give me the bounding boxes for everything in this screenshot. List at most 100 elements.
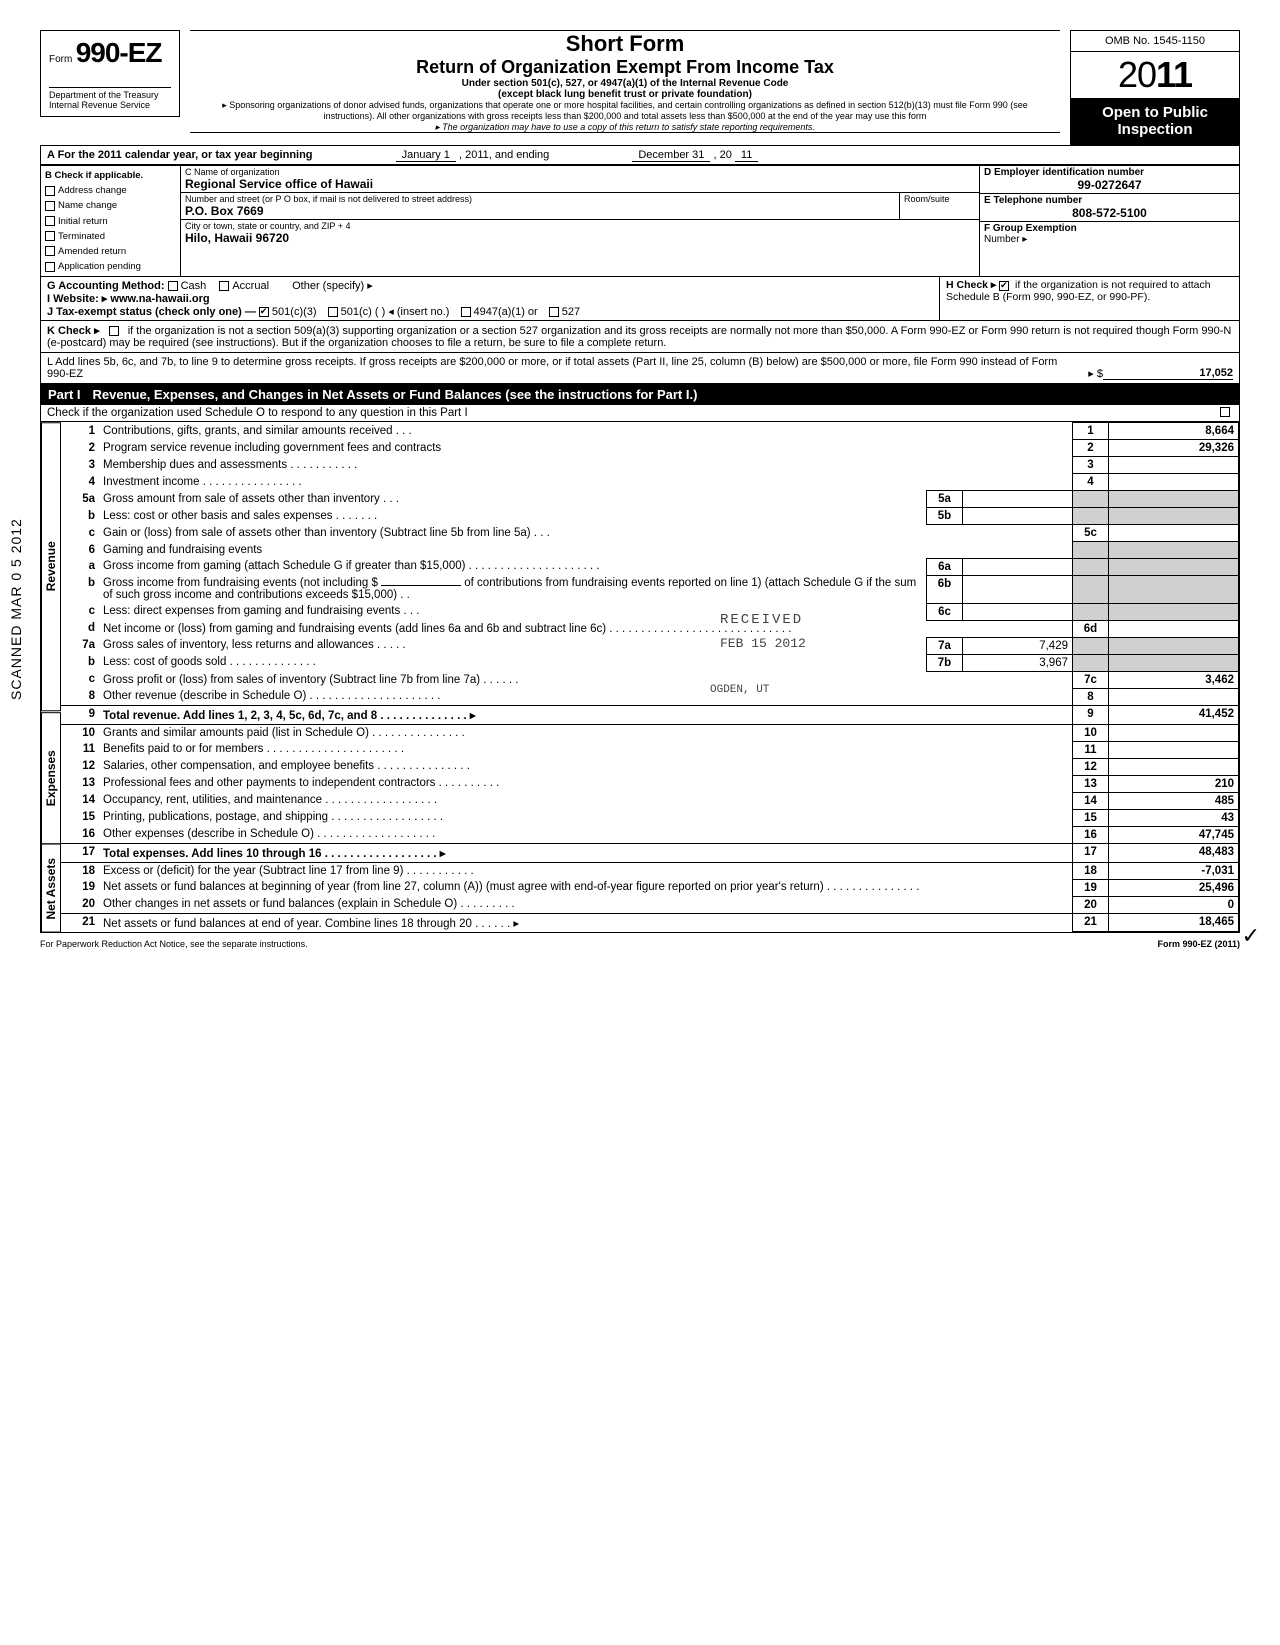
checkbox-527[interactable] <box>549 307 559 317</box>
ln11-val <box>1109 741 1239 758</box>
ln17-num: 17 <box>61 843 99 862</box>
ln19-desc: Net assets or fund balances at beginning… <box>99 879 1073 896</box>
ln6a-num: a <box>61 558 99 575</box>
ln7a-il: 7a <box>927 637 963 654</box>
checkbox-cash[interactable] <box>168 281 178 291</box>
ln16-num: 16 <box>61 826 99 843</box>
year-bold: 11 <box>1156 54 1192 95</box>
ln7b-shade-v <box>1109 654 1239 671</box>
ln1-desc: Contributions, gifts, grants, and simila… <box>99 423 1073 440</box>
ln12-lbl: 12 <box>1073 758 1109 775</box>
checkbox-4947[interactable] <box>461 307 471 317</box>
line-j-label: J Tax-exempt status (check only one) — <box>47 306 256 318</box>
part1-sub: Check if the organization used Schedule … <box>40 405 1240 422</box>
checkbox-501c3[interactable] <box>259 307 269 317</box>
label-name-change: Name change <box>58 200 117 211</box>
label-4947: 4947(a)(1) or <box>474 306 538 318</box>
open-to-public: Open to Public Inspection <box>1071 98 1239 144</box>
ln5b-shade-v <box>1109 508 1239 525</box>
title-box: Short Form Return of Organization Exempt… <box>190 30 1060 133</box>
ln6-num: 6 <box>61 542 99 559</box>
title-para2: ▸ The organization may have to use a cop… <box>198 122 1052 133</box>
label-501c3: 501(c)(3) <box>272 306 317 318</box>
line-a-mid: , 2011, and ending <box>459 149 549 161</box>
ln14-lbl: 14 <box>1073 792 1109 809</box>
label-terminated: Terminated <box>58 231 105 242</box>
footer-note: For Paperwork Reduction Act Notice, see … <box>40 939 1240 949</box>
ln8-lbl: 8 <box>1073 688 1109 705</box>
ln21-num: 21 <box>61 913 99 932</box>
part1-header: Part I Revenue, Expenses, and Changes in… <box>40 384 1240 405</box>
checkbox-schedule-o[interactable] <box>1220 407 1230 417</box>
d-label: D Employer identification number <box>984 167 1235 178</box>
ln6-shade-v <box>1109 542 1239 559</box>
col-b: B Check if applicable. Address change Na… <box>41 166 181 276</box>
checkbox-address-change[interactable] <box>45 186 55 196</box>
ln6a-shade <box>1073 558 1109 575</box>
ln6-shade <box>1073 542 1109 559</box>
ln6c-il: 6c <box>927 603 963 620</box>
ln16-lbl: 16 <box>1073 826 1109 843</box>
ln6d-val <box>1109 620 1239 637</box>
ln19-val: 25,496 <box>1109 879 1239 896</box>
ln5a-desc: Gross amount from sale of assets other t… <box>99 491 927 508</box>
ln20-desc: Other changes in net assets or fund bala… <box>99 896 1073 913</box>
ln18-desc: Excess or (deficit) for the year (Subtra… <box>99 862 1073 879</box>
ln6b-iv <box>963 575 1073 603</box>
phone: 808-572-5100 <box>984 206 1235 220</box>
addr-label: Number and street (or P O box, if mail i… <box>185 194 895 204</box>
ln5b-iv <box>963 508 1073 525</box>
line-h-pre: H Check ▸ <box>946 279 996 291</box>
label-address-change: Address change <box>58 185 127 196</box>
label-insert-no: ) ◂ (insert no.) <box>382 306 450 318</box>
part1-label: Part I <box>48 387 81 402</box>
ln2-desc: Program service revenue including govern… <box>99 440 1073 457</box>
title-except: (except black lung benefit trust or priv… <box>198 89 1052 100</box>
ln11-lbl: 11 <box>1073 741 1109 758</box>
checkbox-initial-return[interactable] <box>45 216 55 226</box>
ln6-desc: Gaming and fundraising events <box>99 542 1073 559</box>
line-a: A For the 2011 calendar year, or tax yea… <box>40 145 1240 164</box>
checkbox-terminated[interactable] <box>45 231 55 241</box>
ln12-num: 12 <box>61 758 99 775</box>
ln7a-iv: 7,429 <box>963 637 1073 654</box>
checkbox-501c[interactable] <box>328 307 338 317</box>
right-header: OMB No. 1545-1150 2011 Open to Public In… <box>1070 30 1240 145</box>
ln14-num: 14 <box>61 792 99 809</box>
checkbox-name-change[interactable] <box>45 201 55 211</box>
label-527: 527 <box>562 306 580 318</box>
ein: 99-0272647 <box>984 178 1235 192</box>
ln1-num: 1 <box>61 423 99 440</box>
ln3-desc: Membership dues and assessments . . . . … <box>99 457 1073 474</box>
lines-table: 1Contributions, gifts, grants, and simil… <box>61 422 1239 932</box>
ln13-val: 210 <box>1109 775 1239 792</box>
label-amended: Amended return <box>58 246 126 257</box>
ln5a-il: 5a <box>927 491 963 508</box>
ln17-lbl: 17 <box>1073 843 1109 862</box>
ln6c-iv <box>963 603 1073 620</box>
title-under: Under section 501(c), 527, or 4947(a)(1)… <box>198 78 1052 89</box>
ln20-val: 0 <box>1109 896 1239 913</box>
checkbox-app-pending[interactable] <box>45 262 55 272</box>
ln6d-num: d <box>61 620 99 637</box>
ln6b-shade <box>1073 575 1109 603</box>
label-other-method: Other (specify) ▸ <box>292 280 373 292</box>
checkbox-h[interactable] <box>999 281 1009 291</box>
checkbox-k[interactable] <box>109 326 119 336</box>
ln5a-iv <box>963 491 1073 508</box>
ln13-lbl: 13 <box>1073 775 1109 792</box>
ln6a-shade-v <box>1109 558 1239 575</box>
ln17-val: 48,483 <box>1109 843 1239 862</box>
checkbox-amended[interactable] <box>45 246 55 256</box>
ln7b-shade <box>1073 654 1109 671</box>
ln10-val <box>1109 724 1239 741</box>
ln19-num: 19 <box>61 879 99 896</box>
ln3-lbl: 3 <box>1073 457 1109 474</box>
checkbox-accrual[interactable] <box>219 281 229 291</box>
ln14-desc: Occupancy, rent, utilities, and maintena… <box>99 792 1073 809</box>
ln15-desc: Printing, publications, postage, and shi… <box>99 809 1073 826</box>
title-main: Short Form <box>198 31 1052 57</box>
ln8-val <box>1109 688 1239 705</box>
ln6b-num: b <box>61 575 99 603</box>
e-label: E Telephone number <box>984 195 1235 206</box>
